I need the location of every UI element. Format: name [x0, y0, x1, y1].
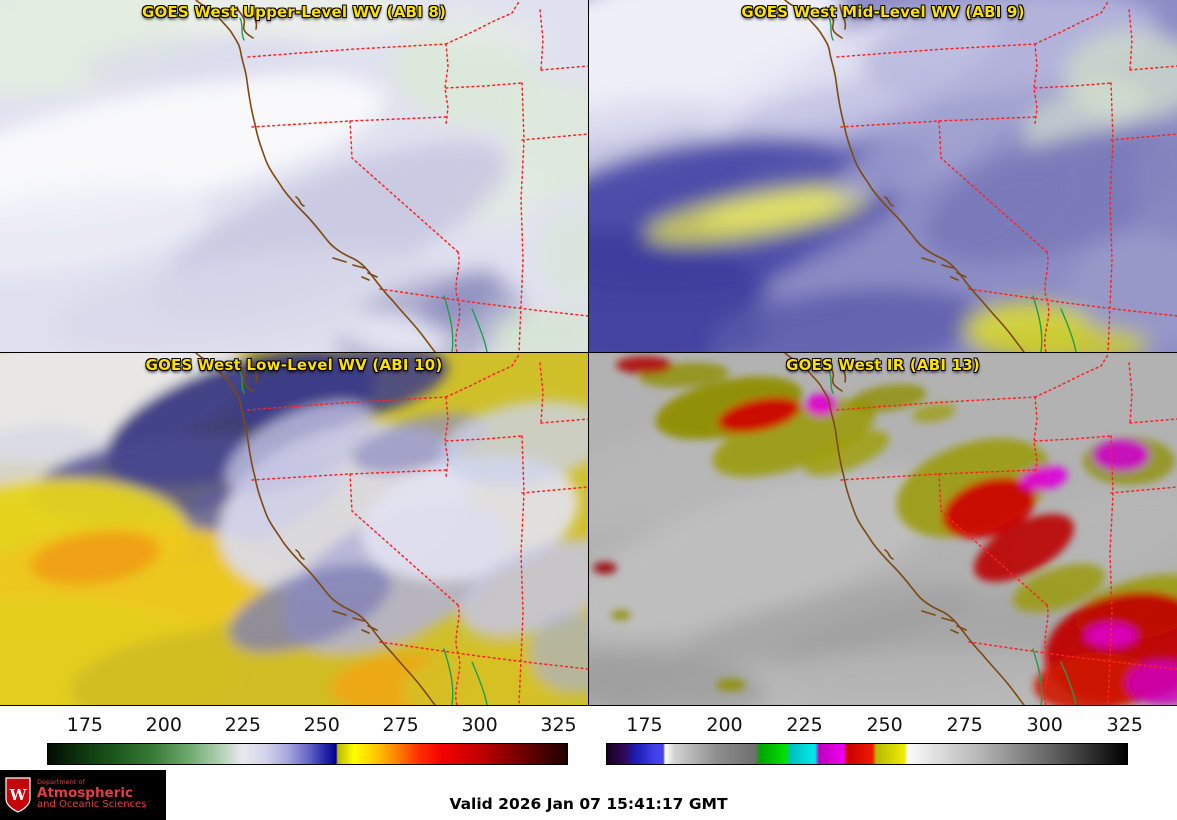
wv-colorbar: 175 200 225 250 275 300 325 [47, 708, 577, 765]
colorbar-tick-label: 200 [706, 714, 743, 736]
colorbar-tick-label: 325 [1106, 714, 1143, 736]
logo-line-dept: Department of [37, 777, 85, 786]
colorbar-tick-label: 200 [145, 714, 182, 736]
colorbar-section: 175 200 225 250 275 300 325 175 200 225 250 275 300… [0, 705, 1177, 770]
low-level-wv-imagery [0, 353, 588, 705]
colorbar-tick-label: 225 [224, 714, 261, 736]
colorbar-tick-label: 300 [461, 714, 498, 736]
colorbar-tick-label: 275 [382, 714, 419, 736]
colorbar-tick-label: 300 [1026, 714, 1063, 736]
logo-line-atmospheric: Atmospheric [37, 784, 133, 801]
panel-ir: GOES West IR (ABI 13) [589, 353, 1177, 705]
colorbar-tick-label: 325 [540, 714, 577, 736]
colorbar-tick-label: 275 [946, 714, 983, 736]
ir-colorbar-gradient [606, 743, 1128, 765]
panel-upper-level-wv: GOES West Upper-Level WV (ABI 8) [0, 0, 588, 352]
wv-colorbar-tick-labels: 175 200 225 250 275 300 325 [47, 708, 577, 743]
ir-imagery [589, 353, 1177, 705]
wv-colorbar-gradient [47, 743, 568, 765]
colorbar-tick-label: 175 [66, 714, 104, 736]
logo-text: Department of Atmospheric and Oceanic Sc… [37, 777, 147, 811]
upper-level-wv-imagery [0, 0, 588, 352]
ir-colorbar-tick-labels: 175 200 225 250 275 300 325 [606, 708, 1143, 743]
colorbar-tick-label: 250 [866, 714, 903, 736]
panel-low-level-wv: GOES West Low-Level WV (ABI 10) [0, 353, 588, 705]
colorbar-tick-label: 225 [786, 714, 823, 736]
colorbar-tick-label: 175 [626, 714, 663, 736]
uw-aos-logo: W Department of Atmospheric and Oceanic … [0, 770, 166, 820]
mid-level-wv-imagery [589, 0, 1177, 352]
valid-time-label: Valid 2026 Jan 07 15:41:17 GMT [449, 795, 728, 813]
ir-colorbar: 175 200 225 250 275 300 325 [606, 708, 1143, 765]
uw-crest-icon: W [5, 777, 31, 813]
crest-letter: W [9, 786, 28, 804]
logo-line-oceanic: and Oceanic Sciences [37, 799, 147, 811]
panel-mid-level-wv: GOES West Mid-Level WV (ABI 9) [589, 0, 1177, 352]
colorbar-tick-label: 250 [303, 714, 340, 736]
panel-grid: GOES West Upper-Level WV (ABI 8) [0, 0, 1177, 705]
